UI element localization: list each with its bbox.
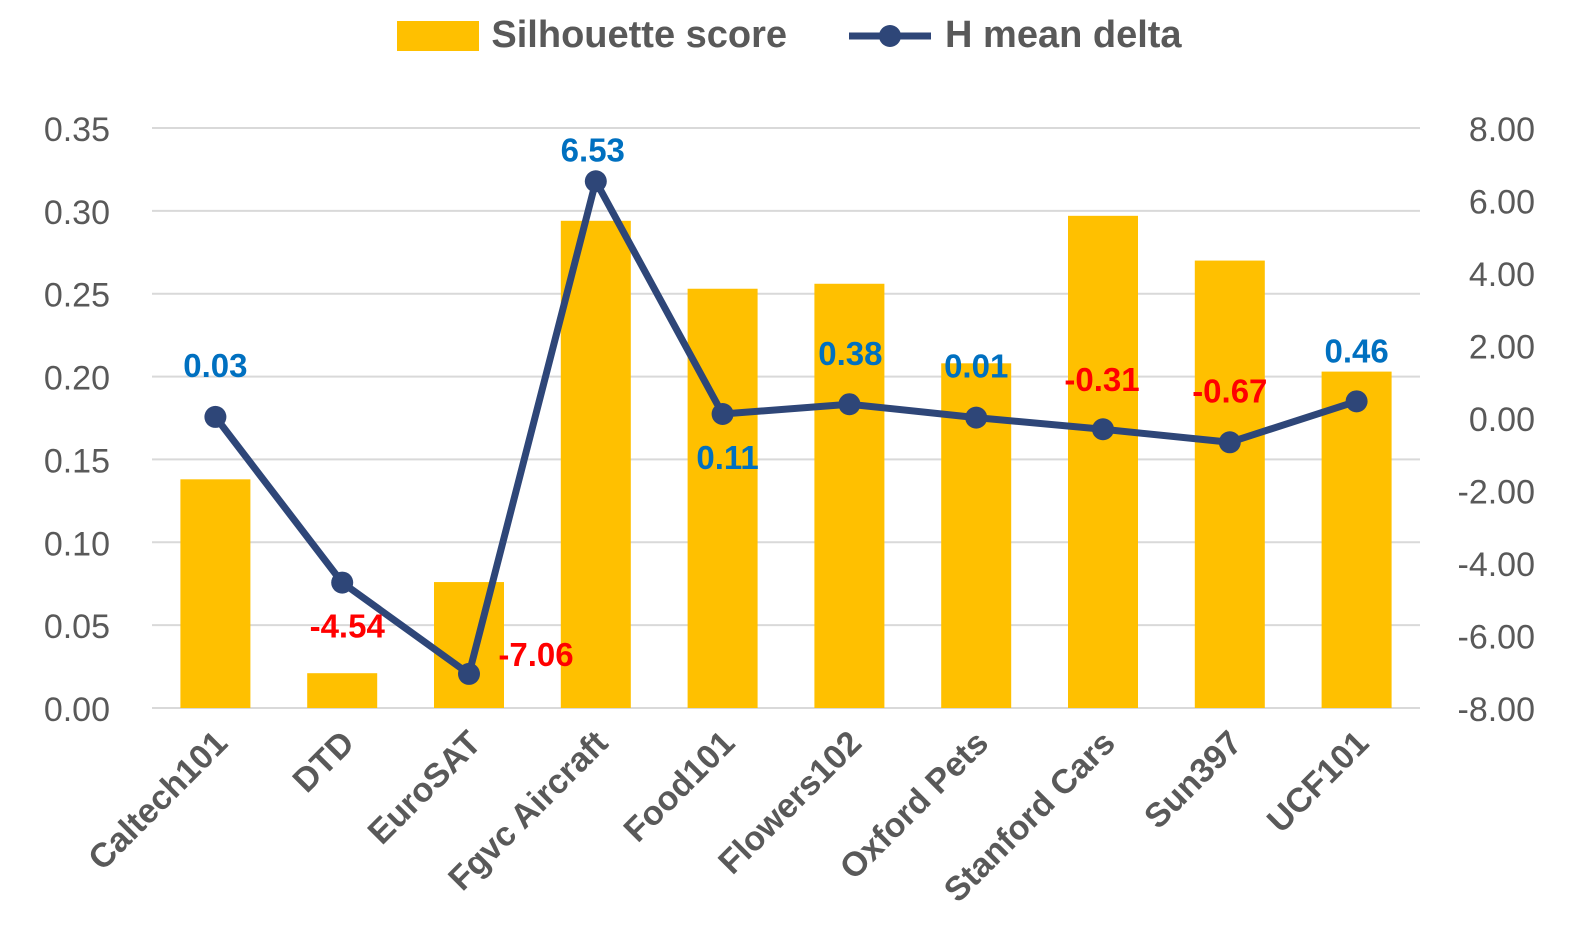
- x-category-label: Sun397: [1137, 724, 1249, 836]
- point-hmean-delta: [965, 406, 988, 429]
- data-label-hmean-delta: 0.01: [944, 348, 1008, 385]
- point-hmean-delta: [584, 170, 607, 193]
- y-left-tick-label: 0.00: [44, 691, 110, 729]
- point-hmean-delta: [204, 405, 227, 428]
- data-label-hmean-delta: 0.38: [818, 335, 882, 372]
- point-hmean-delta: [1218, 431, 1241, 454]
- point-hmean-delta: [838, 393, 861, 416]
- legend-line-swatch: [849, 24, 932, 47]
- y-left-tick-label: 0.25: [44, 277, 110, 315]
- y-left-tick-label: 0.35: [44, 111, 110, 149]
- y-right-tick-label: -4.00: [1458, 546, 1536, 584]
- bar-silhouette: [1321, 371, 1392, 708]
- point-hmean-delta: [331, 571, 354, 594]
- bar-silhouette: [814, 283, 885, 708]
- y-right-tick-label: -2.00: [1458, 474, 1536, 512]
- data-label-hmean-delta: -4.54: [310, 608, 386, 645]
- y-right-tick-label: 8.00: [1469, 111, 1535, 149]
- y-left-tick-label: 0.05: [44, 608, 110, 646]
- legend-item-hmean: H mean delta: [847, 14, 1182, 57]
- legend-label-hmean: H mean delta: [945, 14, 1182, 56]
- bar-silhouette: [434, 582, 504, 708]
- x-category-label: Food101: [617, 724, 743, 850]
- point-hmean-delta: [1092, 418, 1114, 441]
- point-hmean-delta: [1345, 390, 1368, 413]
- bar-silhouette: [307, 673, 378, 708]
- point-hmean-delta: [458, 662, 480, 685]
- legend-bar-swatch: [397, 20, 480, 51]
- data-label-hmean-delta: 0.46: [1324, 332, 1388, 369]
- point-hmean-delta: [711, 403, 734, 426]
- y-left-tick-label: 0.30: [44, 194, 110, 232]
- y-right-tick-label: 2.00: [1469, 329, 1535, 367]
- bar-silhouette: [1194, 260, 1265, 708]
- y-right-tick-label: -6.00: [1458, 619, 1536, 657]
- y-left-tick-label: 0.10: [44, 525, 110, 563]
- x-category-label: Caltech101: [81, 724, 235, 878]
- x-category-label: UCF101: [1260, 724, 1376, 840]
- chart-legend: Silhouette score H mean delta: [0, 14, 1579, 57]
- bar-silhouette: [687, 288, 758, 708]
- x-category-label: EuroSAT: [361, 724, 489, 852]
- data-label-hmean-delta: 0.11: [696, 439, 758, 476]
- data-label-hmean-delta: -0.67: [1192, 372, 1267, 409]
- y-left-tick-label: 0.20: [44, 360, 110, 398]
- y-right-tick-label: 4.00: [1469, 256, 1535, 294]
- data-label-hmean-delta: -0.31: [1064, 361, 1139, 398]
- bar-silhouette: [180, 479, 251, 708]
- legend-item-silhouette: Silhouette score: [397, 14, 787, 57]
- y-left-tick-label: 0.15: [44, 442, 110, 480]
- y-right-tick-label: 0.00: [1469, 401, 1535, 439]
- bar-silhouette: [1068, 215, 1138, 709]
- data-label-hmean-delta: 0.03: [183, 347, 247, 384]
- line-hmean-delta: [212, 177, 1358, 678]
- y-right-tick-label: -8.00: [1458, 691, 1536, 729]
- y-right-tick-label: 6.00: [1469, 184, 1535, 222]
- data-label-hmean-delta: -7.06: [498, 636, 573, 673]
- data-label-hmean-delta: 6.53: [561, 131, 625, 168]
- legend-label-silhouette: Silhouette score: [491, 14, 788, 56]
- x-category-label: DTD: [286, 724, 362, 800]
- bar-silhouette: [560, 220, 631, 709]
